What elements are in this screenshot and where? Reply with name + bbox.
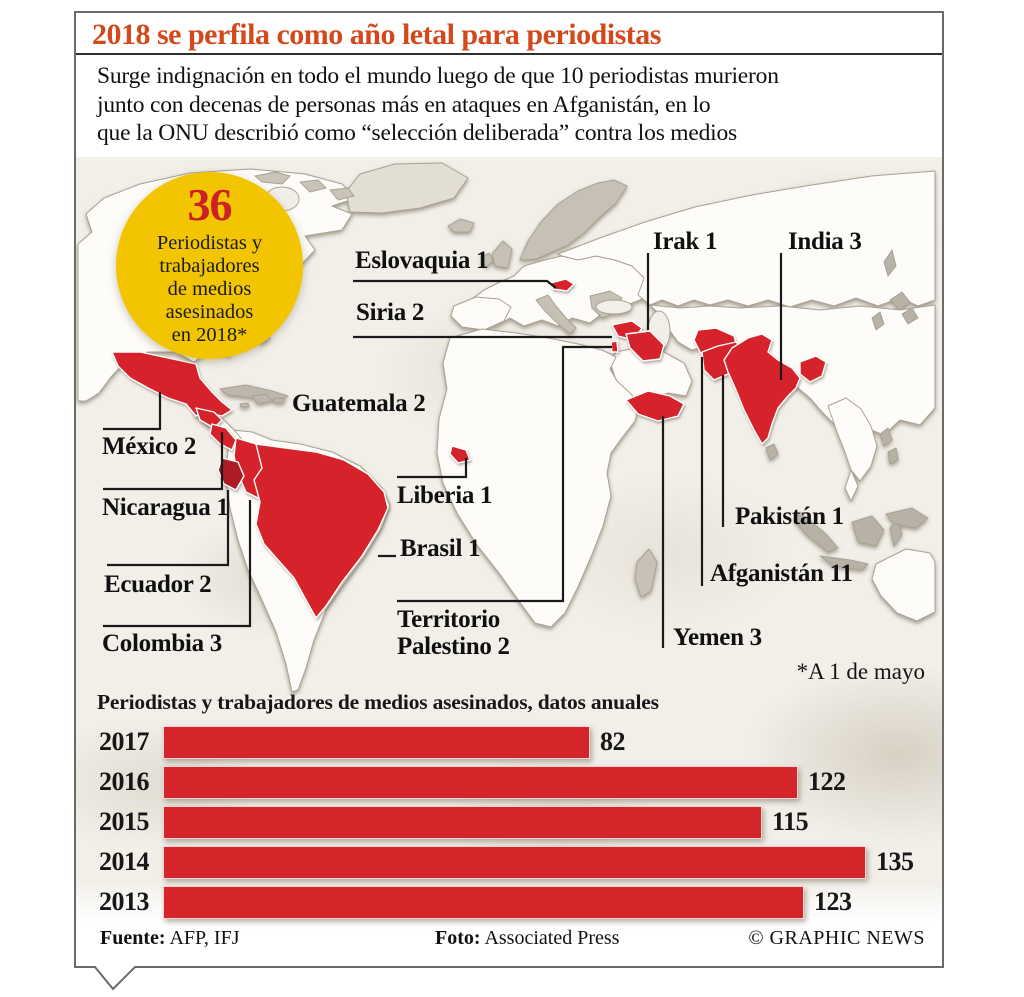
bar-value-label: 123 xyxy=(814,887,852,916)
australia xyxy=(871,548,936,622)
footer-copyright: © GRAPHIC NEWS xyxy=(748,927,925,949)
total-badge-value: 36 xyxy=(187,179,233,230)
bar-2016 xyxy=(163,765,798,799)
country-palestine xyxy=(610,340,619,353)
intro-text: Surge indignación en todo el mundo luego… xyxy=(97,62,917,148)
bar-value-label: 82 xyxy=(600,727,626,756)
map-label-colombia: Colombia 3 xyxy=(102,630,222,657)
bar-chart-rows: 2017 82 2016 122 2015 115 2014 135 2013 123 xyxy=(99,722,929,922)
footer-photo-value: Associated Press xyxy=(480,927,620,949)
leader-mexico xyxy=(103,392,162,431)
bar-row-2013: 2013 123 xyxy=(99,882,929,922)
greenland xyxy=(345,162,469,214)
total-badge-label: Periodistas y trabajadores de medios ase… xyxy=(156,232,263,346)
bar-year-label: 2017 xyxy=(99,727,150,756)
bar-2015 xyxy=(163,805,762,839)
map-label-mexico: México 2 xyxy=(102,433,197,460)
bar-value-label: 115 xyxy=(772,807,809,836)
bar-row-2017: 2017 82 xyxy=(99,722,929,762)
bar-2014 xyxy=(163,845,866,879)
bar-2017 xyxy=(163,725,590,759)
country-mexico xyxy=(111,351,233,417)
map-label-india: India 3 xyxy=(788,228,862,255)
page-title: 2018 se perfila como año letal para peri… xyxy=(92,18,661,51)
africa xyxy=(436,328,640,628)
bar-row-2016: 2016 122 xyxy=(99,762,929,802)
bar-value-label: 122 xyxy=(808,767,846,796)
chart-title: Periodistas y trabajadores de medios ase… xyxy=(97,690,659,714)
map-label-eslovaquia: Eslovaquia 1 xyxy=(355,247,489,274)
map-label-territorio-palestino: Territorio Palestino 2 xyxy=(397,606,510,660)
footer-photo: Foto: Associated Press xyxy=(435,927,619,950)
united-kingdom xyxy=(491,240,513,269)
intro-line-2: junto con decenas de personas más en ata… xyxy=(97,91,711,118)
map-label-siria: Siria 2 xyxy=(356,299,425,326)
map-label-yemen: Yemen 3 xyxy=(673,624,762,651)
footer-source-label: Fuente: xyxy=(100,927,166,949)
footer-source: Fuente: AFP, IFJ xyxy=(100,927,239,950)
total-badge: 36 Periodistas y trabajadores de medios … xyxy=(116,172,303,359)
map-label-nicaragua: Nicaragua 1 xyxy=(102,494,229,521)
intro-line-3: que la ONU describió como “selección del… xyxy=(97,120,737,146)
title-divider xyxy=(76,53,943,55)
bar-value-label: 135 xyxy=(876,847,914,876)
map-label-brasil: Brasil 1 xyxy=(400,535,481,562)
map-label-liberia: Liberia 1 xyxy=(397,482,493,509)
footer-source-value: AFP, IFJ xyxy=(165,927,240,949)
map-label-pakistan: Pakistán 1 xyxy=(735,503,844,530)
footnote: *A 1 de mayo xyxy=(796,659,925,684)
bar-row-2015: 2015 115 xyxy=(99,802,929,842)
map-label-irak: Irak 1 xyxy=(653,228,718,255)
intro-line-1: Surge indignación en todo el mundo luego… xyxy=(97,63,779,89)
footer-photo-label: Foto: xyxy=(435,927,481,949)
map-label-ecuador: Ecuador 2 xyxy=(104,571,212,598)
map-label-guatemala: Guatemala 2 xyxy=(292,390,426,417)
map-label-afganistan: Afganistán 11 xyxy=(710,560,853,587)
bar-2013 xyxy=(163,885,804,919)
iberia xyxy=(450,296,512,331)
bar-year-label: 2014 xyxy=(99,847,150,876)
bar-year-label: 2015 xyxy=(99,807,150,836)
bar-year-label: 2013 xyxy=(99,887,150,916)
bar-row-2014: 2014 135 xyxy=(99,842,929,882)
bar-year-label: 2016 xyxy=(99,767,150,796)
